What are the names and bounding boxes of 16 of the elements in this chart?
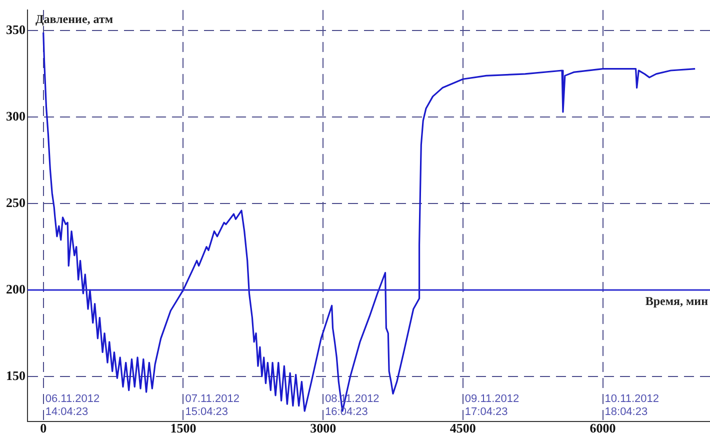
annotation: 10.11.2012 18:04:23 [604, 392, 660, 418]
y-tick-label: 300 [6, 108, 26, 124]
annotation: 09.11.2012 17:04:23 [464, 392, 520, 418]
y-tick-label: 250 [6, 194, 26, 210]
y-tick-label: 200 [6, 281, 26, 296]
y-tick-label: 150 [6, 368, 26, 383]
x-tick-label: 0 [40, 420, 47, 436]
y-axis-title: Давление, атм [36, 12, 114, 26]
x-tick-label: 3000 [310, 420, 336, 436]
x-tick-label: 1500 [170, 420, 196, 436]
annotation: 07.11.2012 15:04:23 [185, 392, 240, 418]
x-tick-label: 4500 [450, 420, 476, 436]
annotation: 06.11.2012 14:04:23 [45, 392, 100, 418]
y-tick-label: 350 [6, 22, 26, 38]
x-tick-label: 6000 [590, 420, 616, 436]
x-axis-title: Время, мин [645, 294, 708, 308]
